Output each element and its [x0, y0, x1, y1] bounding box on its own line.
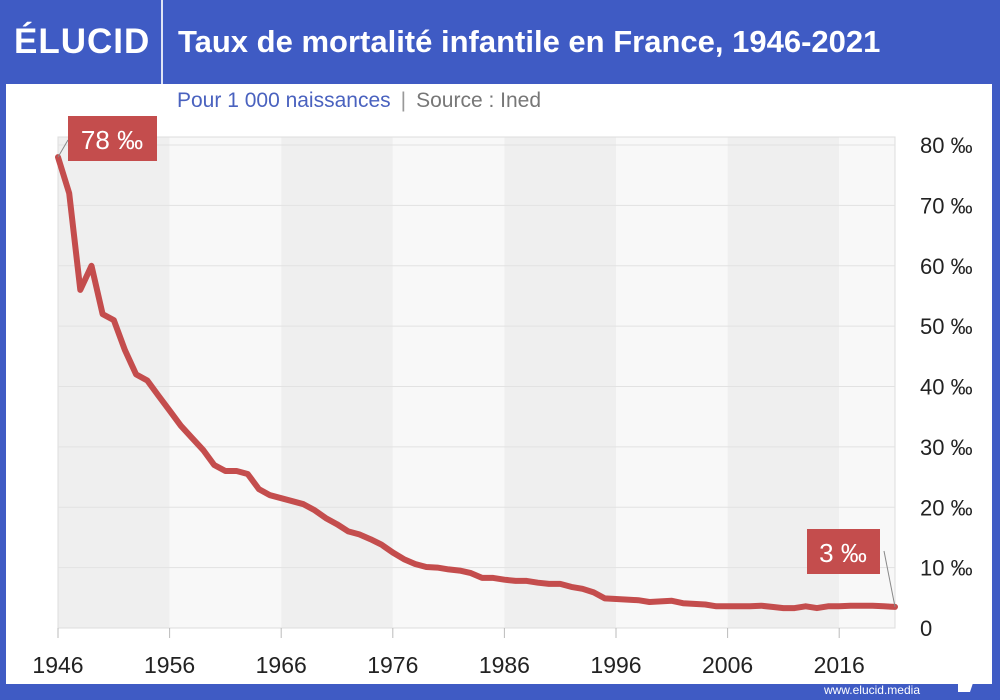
y-tick-label: 80 ‰: [920, 133, 973, 158]
elucid-flag-icon: [958, 674, 976, 692]
source-label: Source : Ined: [416, 89, 542, 112]
x-tick-label: 2016: [814, 652, 865, 678]
header: ÉLUCID Taux de mortalité infantile en Fr…: [0, 0, 1000, 84]
header-divider: [161, 0, 163, 84]
y-tick-label: 70 ‰: [920, 193, 973, 218]
footer-url[interactable]: www.elucid.media: [823, 683, 920, 697]
subtitle-separator: |: [400, 89, 407, 112]
y-tick-label: 0: [920, 616, 932, 641]
unit-label: Pour 1 000 naissances: [177, 89, 391, 112]
background-band: [169, 137, 282, 628]
background-band: [616, 137, 728, 628]
x-tick-label: 1996: [590, 652, 641, 678]
y-tick-label: 40 ‰: [920, 375, 973, 400]
x-tick-label: 1976: [367, 652, 418, 678]
x-tick-label: 2006: [702, 652, 753, 678]
background-band: [392, 137, 505, 628]
annotation-box-end: [807, 529, 880, 574]
mortality-line: [55, 154, 898, 612]
x-tick-label: 1966: [256, 652, 307, 678]
y-tick-label: 30 ‰: [920, 435, 973, 460]
background-band: [281, 137, 393, 628]
x-tick-label: 1946: [32, 652, 83, 678]
x-tick-label: 1986: [479, 652, 530, 678]
background-band: [58, 137, 170, 628]
plot-border: [57, 136, 896, 629]
annotation-box-start: [68, 116, 157, 161]
elucid-logo: ÉLUCID: [14, 22, 151, 61]
annotation-leader: [57, 139, 69, 158]
chart-subtitle: Pour 1 000 naissances | Source : Ined: [177, 89, 541, 113]
x-tick-label: 1956: [144, 652, 195, 678]
y-tick-label: 20 ‰: [920, 495, 973, 520]
annotation-leader: [883, 550, 896, 607]
y-tick-label: 50 ‰: [920, 314, 973, 339]
y-tick-label: 60 ‰: [920, 254, 973, 279]
annotation-label-start: 78 ‰: [81, 125, 143, 155]
annotation-label-end: 3 ‰: [819, 538, 867, 568]
y-tick-label: 10 ‰: [920, 556, 973, 581]
background-band: [504, 137, 616, 628]
chart-title: Taux de mortalité infantile en France, 1…: [178, 24, 881, 59]
